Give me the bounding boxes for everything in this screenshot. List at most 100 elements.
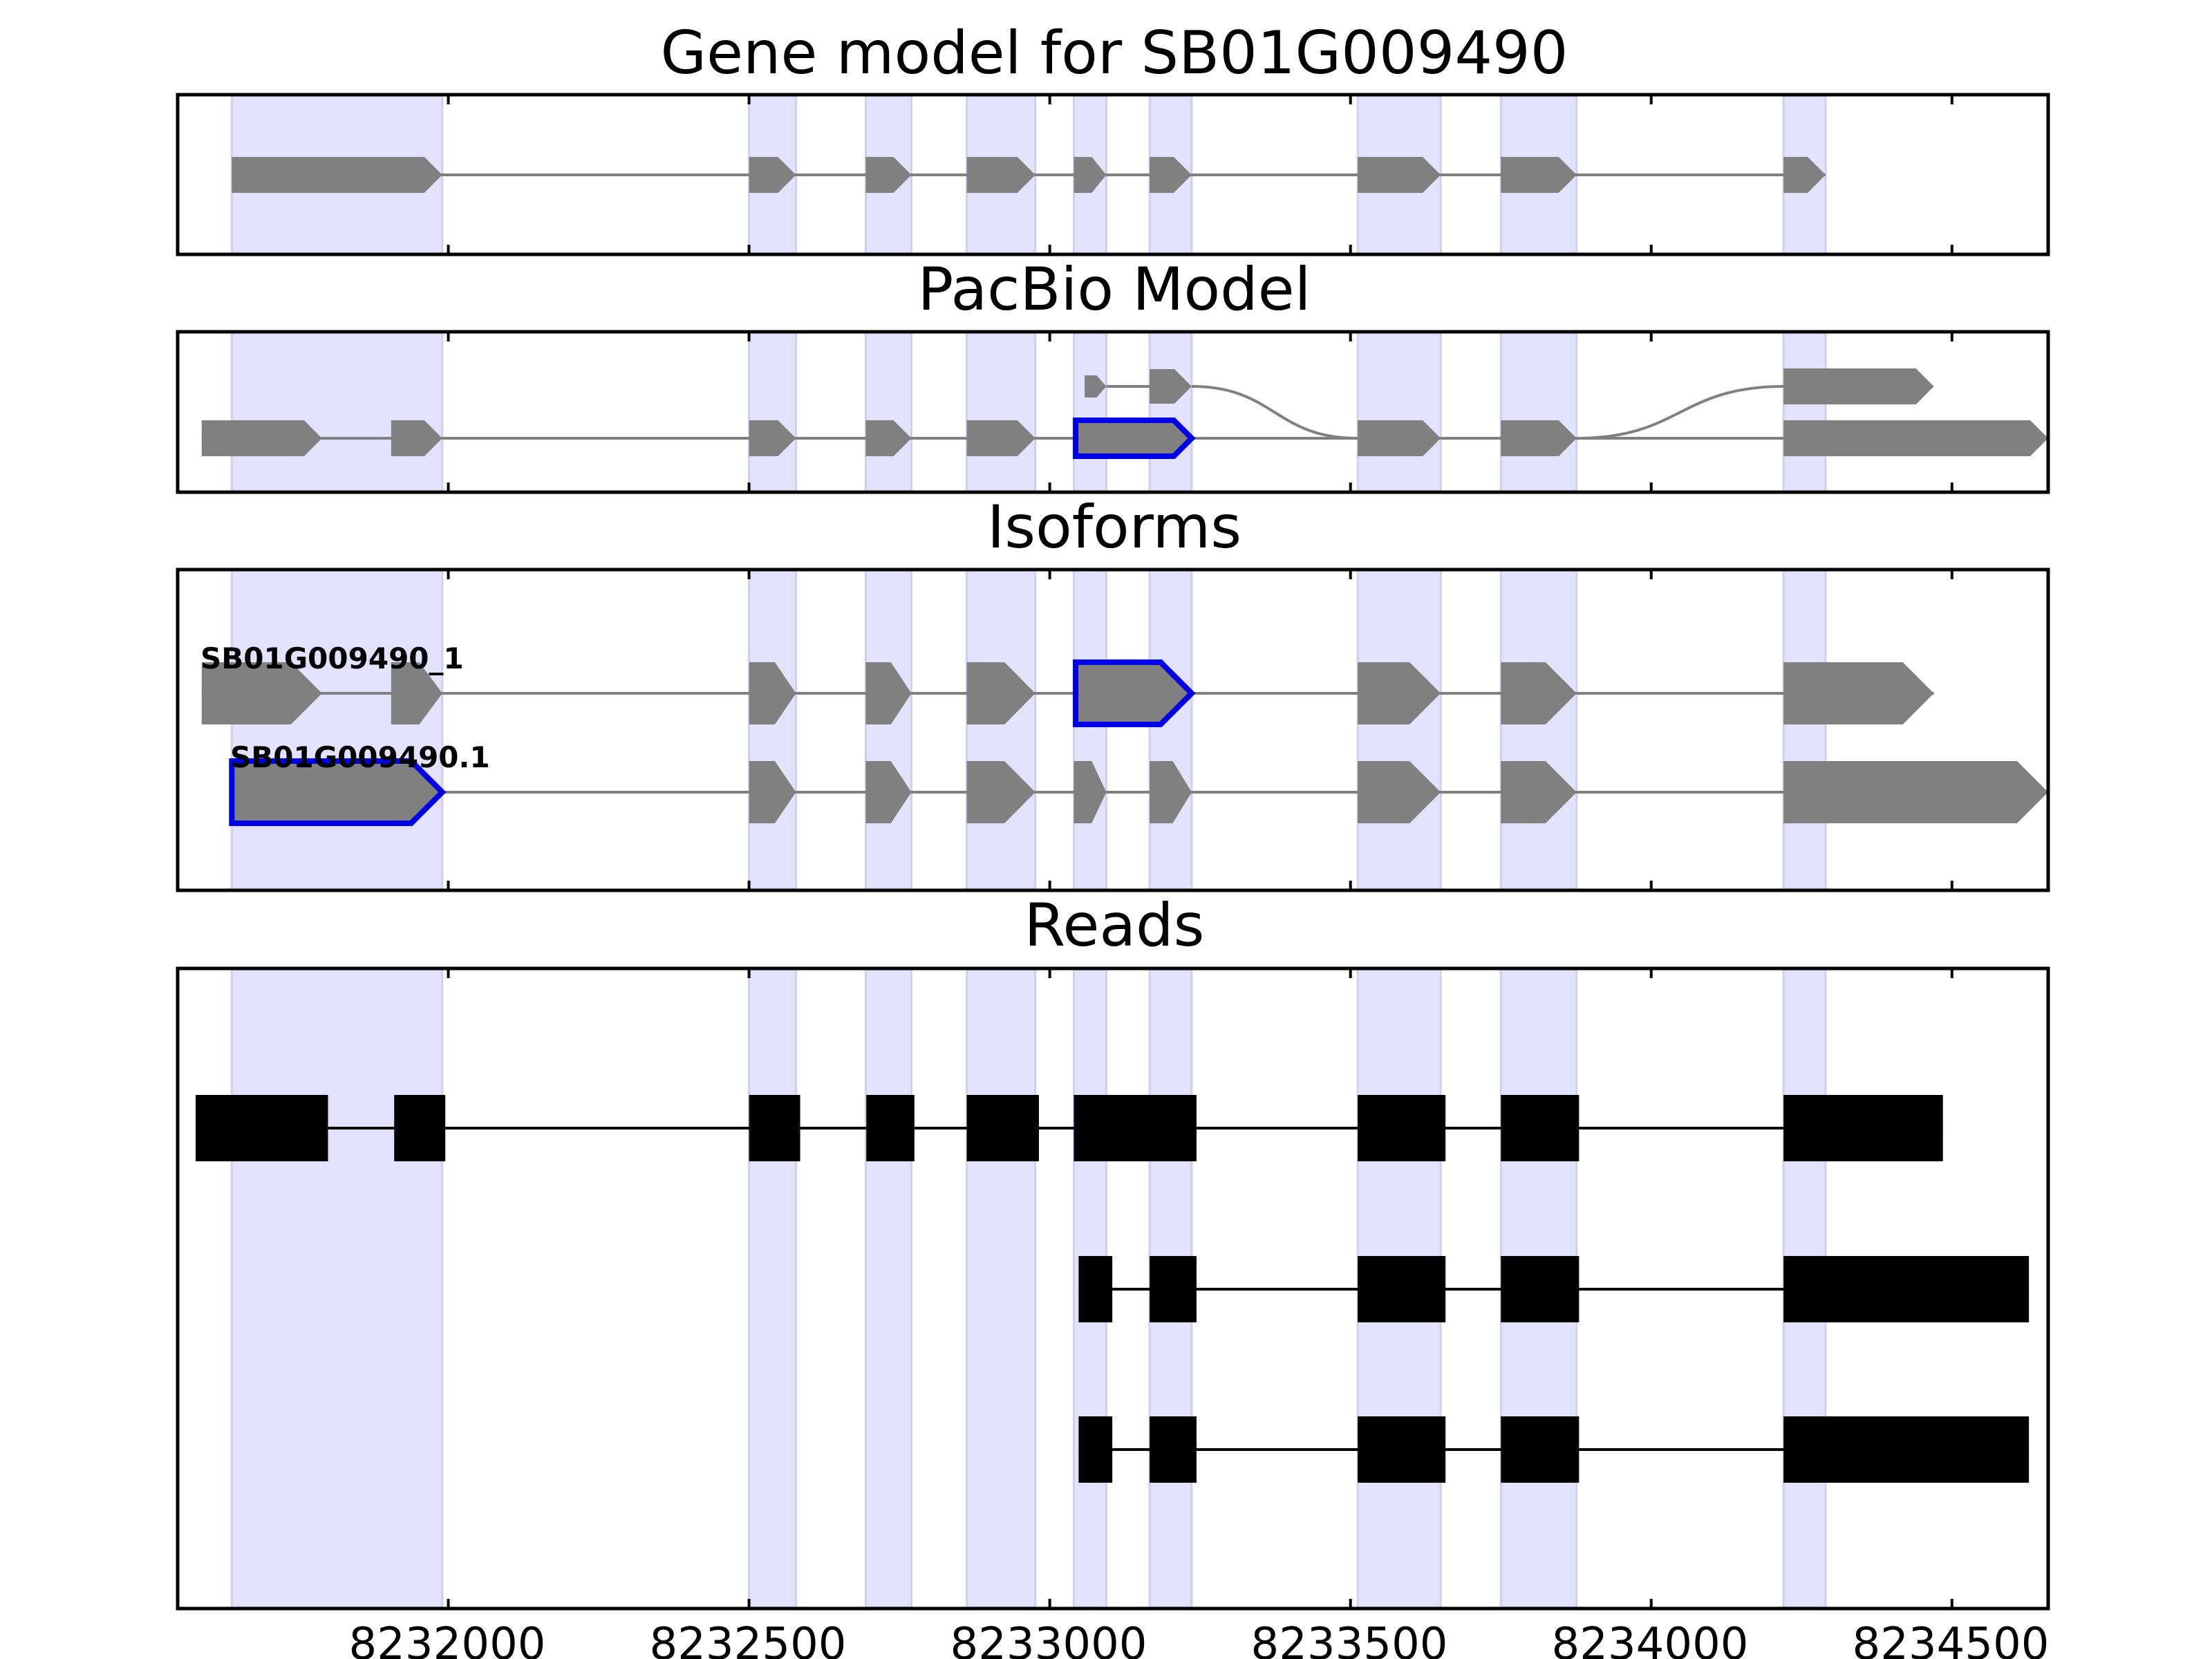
exon-highlight-band — [230, 330, 444, 494]
exon-arrow — [1150, 761, 1192, 823]
exon-highlight-band — [966, 967, 1037, 1610]
exon-arrow — [749, 662, 796, 724]
read-block — [1358, 1095, 1446, 1161]
exon-highlight-band — [1148, 568, 1193, 892]
exon-highlight-band — [1499, 568, 1578, 892]
x-tick-label: 8232000 — [348, 1619, 545, 1659]
exon-arrow — [1501, 662, 1577, 724]
exon-highlight-band — [230, 568, 444, 892]
exon-arrow — [201, 420, 322, 456]
isoforms-tracks — [201, 659, 2048, 826]
x-tick-label: 8234000 — [1551, 1619, 1748, 1659]
selected-exon-arrow — [1073, 418, 1196, 459]
pacbio-model-highlights — [230, 330, 1827, 494]
read-block — [1783, 1416, 2030, 1483]
exon-highlight-band — [748, 568, 797, 892]
gene-model-panel: Gene model for SB01G009490 — [176, 19, 2050, 256]
exon-highlight-band — [864, 967, 913, 1610]
exon-arrow — [391, 662, 442, 724]
read-block — [1078, 1416, 1113, 1483]
exon-arrow — [865, 662, 912, 724]
exon-highlight-band — [966, 330, 1037, 494]
read-block — [1358, 1416, 1446, 1483]
exon-arrow — [1358, 157, 1441, 193]
exon-arrow — [391, 420, 442, 456]
exon-arrow — [1501, 420, 1577, 456]
exon-arrow — [1501, 761, 1577, 823]
x-tick-label: 8234500 — [1852, 1619, 2049, 1659]
isoform-label-2: SB01G009490.1 — [230, 740, 490, 774]
exon-arrow — [1150, 369, 1192, 404]
exon-arrow — [966, 420, 1035, 456]
exon-arrow — [1150, 157, 1192, 193]
exon-highlight-band — [1782, 568, 1827, 892]
exon-highlight-band — [1356, 330, 1442, 494]
read-block — [1501, 1256, 1580, 1322]
exon-arrow — [1358, 420, 1441, 456]
exon-arrow — [232, 157, 442, 193]
isoform-label-1: SB01G009490_1 — [200, 641, 464, 675]
exon-arrow — [749, 761, 796, 823]
exon-arrow — [1783, 761, 2048, 823]
gene-model-ticks — [447, 95, 1953, 254]
read-block — [1150, 1416, 1197, 1483]
read-block — [1501, 1416, 1580, 1483]
exon-arrow — [749, 420, 796, 456]
read-block — [394, 1095, 446, 1161]
selected-exon-arrow — [1073, 659, 1196, 727]
exon-arrow — [1783, 157, 1826, 193]
read-block — [1074, 1095, 1197, 1161]
exon-arrow — [1783, 662, 1934, 724]
isoforms-title: Isoforms — [987, 493, 1241, 562]
exon-highlight-band — [1356, 568, 1442, 892]
exon-highlight-band — [748, 967, 797, 1610]
exon-arrow — [966, 662, 1035, 724]
pacbio-model-frame — [176, 330, 2050, 494]
pacbio-model-ticks — [447, 332, 1953, 492]
exon-highlight-band — [966, 568, 1037, 892]
exon-arrow — [966, 761, 1035, 823]
pacbio-model-panel: PacBio Model — [176, 255, 2050, 494]
exon-arrow — [1358, 761, 1441, 823]
read-block — [1150, 1256, 1197, 1322]
read-block — [196, 1095, 328, 1161]
exon-highlight-band — [1072, 330, 1107, 494]
reads-ticks — [447, 968, 1953, 1609]
exon-arrow — [865, 420, 912, 456]
isoforms-highlights — [230, 568, 1827, 892]
read-block — [749, 1095, 800, 1161]
exon-arrow — [865, 157, 912, 193]
exon-arrow — [1074, 157, 1107, 193]
gene-model-title: Gene model for SB01G009490 — [661, 19, 1568, 88]
reads-frame — [176, 966, 2050, 1611]
exon-arrow — [865, 761, 912, 823]
read-block — [1501, 1095, 1580, 1161]
exon-arrow — [201, 662, 322, 724]
reads-tracks — [196, 1095, 2030, 1483]
exon-highlight-band — [1499, 330, 1578, 494]
exon-arrow — [1501, 157, 1577, 193]
exon-arrow — [1783, 420, 2048, 456]
exon-arrow — [1074, 761, 1107, 823]
exon-highlight-band — [1072, 568, 1107, 892]
read-block — [1783, 1256, 2030, 1322]
exon-highlight-band — [230, 967, 444, 1610]
isoforms-panel: Isoforms SB01G009490_1 SB01G009490.1 — [176, 493, 2050, 892]
gene-model-tracks — [232, 157, 1826, 193]
read-block — [1078, 1256, 1113, 1322]
exon-arrow — [1783, 368, 1934, 404]
read-block — [1358, 1256, 1446, 1322]
exon-highlight-band — [748, 330, 797, 494]
exon-highlight-band — [1782, 330, 1827, 494]
exon-arrow — [1358, 662, 1441, 724]
pacbio-model-title: PacBio Model — [917, 255, 1311, 324]
reads-panel: Reads — [176, 891, 2050, 1611]
x-tick-label: 8232500 — [649, 1619, 846, 1659]
exon-highlight-band — [864, 330, 913, 494]
exon-arrow — [1085, 375, 1107, 397]
read-block — [1783, 1095, 1943, 1161]
exon-arrow — [966, 157, 1035, 193]
gene-model-frame — [176, 93, 2050, 256]
junction-curve — [1191, 385, 1358, 440]
